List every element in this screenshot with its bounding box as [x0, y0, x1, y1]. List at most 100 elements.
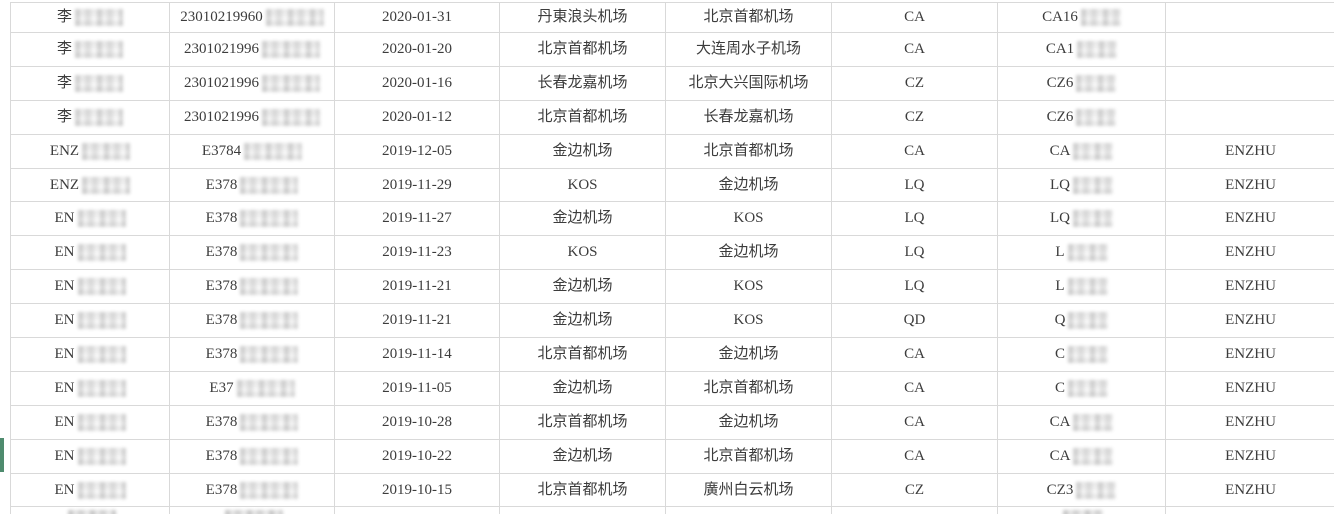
cell-id-number[interactable]: E378 — [170, 338, 335, 372]
cell-arrival-airport[interactable]: KOS — [666, 202, 832, 237]
cell-id-number[interactable]: E37 — [170, 371, 335, 406]
cell-departure-airport[interactable]: 金边机场 — [500, 202, 666, 237]
cell-passenger-name[interactable]: ENZ — [11, 168, 170, 203]
cell-passenger-name[interactable]: 李 — [11, 33, 170, 67]
cell-passenger-name[interactable]: EN — [11, 371, 170, 406]
cell-flight-number[interactable]: CA — [998, 134, 1166, 169]
cell-id-number[interactable]: E378 — [170, 439, 335, 474]
cell-arrival-airport[interactable] — [666, 507, 832, 514]
cell-passenger-name-en[interactable]: ENZHU — [1166, 371, 1334, 406]
cell-flight-date[interactable] — [335, 507, 500, 514]
cell-airline-code[interactable]: LQ — [832, 202, 998, 237]
cell-airline-code[interactable]: CA — [832, 338, 998, 372]
cell-id-number[interactable]: 2301021996 — [170, 33, 335, 67]
cell-departure-airport[interactable] — [500, 507, 666, 514]
cell-departure-airport[interactable]: 北京首都机场 — [500, 473, 666, 508]
cell-flight-number[interactable]: CA1 — [998, 33, 1166, 67]
cell-departure-airport[interactable]: 北京首都机场 — [500, 33, 666, 67]
cell-airline-code[interactable]: LQ — [832, 236, 998, 271]
cell-passenger-name[interactable] — [11, 507, 170, 514]
cell-passenger-name-en[interactable]: ENZHU — [1166, 439, 1334, 474]
cell-flight-number[interactable]: CA — [998, 439, 1166, 474]
cell-id-number[interactable]: E3784 — [170, 134, 335, 169]
cell-id-number[interactable]: E378 — [170, 270, 335, 305]
cell-flight-date[interactable]: 2019-10-15 — [335, 473, 500, 508]
cell-flight-date[interactable]: 2020-01-31 — [335, 3, 500, 33]
cell-arrival-airport[interactable]: KOS — [666, 304, 832, 339]
cell-flight-number[interactable]: C — [998, 371, 1166, 406]
cell-passenger-name[interactable]: 李 — [11, 100, 170, 135]
cell-flight-date[interactable]: 2019-11-27 — [335, 202, 500, 237]
cell-flight-date[interactable]: 2019-10-22 — [335, 439, 500, 474]
cell-departure-airport[interactable]: 北京首都机场 — [500, 405, 666, 440]
cell-flight-date[interactable]: 2020-01-20 — [335, 33, 500, 67]
cell-airline-code[interactable]: LQ — [832, 168, 998, 203]
cell-passenger-name[interactable]: 李 — [11, 66, 170, 101]
cell-arrival-airport[interactable]: KOS — [666, 270, 832, 305]
cell-passenger-name-en[interactable]: ENZHU — [1166, 338, 1334, 372]
cell-flight-date[interactable]: 2019-11-23 — [335, 236, 500, 271]
cell-departure-airport[interactable]: 金边机场 — [500, 439, 666, 474]
cell-airline-code[interactable]: QD — [832, 304, 998, 339]
cell-arrival-airport[interactable]: 北京首都机场 — [666, 3, 832, 33]
cell-passenger-name-en[interactable]: ENZHU — [1166, 168, 1334, 203]
cell-arrival-airport[interactable]: 北京首都机场 — [666, 371, 832, 406]
cell-id-number[interactable]: E378 — [170, 236, 335, 271]
cell-id-number[interactable]: E378 — [170, 473, 335, 508]
cell-flight-number[interactable]: CZ6 — [998, 66, 1166, 101]
cell-flight-number[interactable]: CA16 — [998, 3, 1166, 33]
cell-airline-code[interactable]: CZ — [832, 100, 998, 135]
cell-flight-number[interactable]: LQ — [998, 202, 1166, 237]
cell-flight-date[interactable]: 2019-11-14 — [335, 338, 500, 372]
cell-passenger-name-en[interactable] — [1166, 3, 1334, 33]
cell-arrival-airport[interactable]: 金边机场 — [666, 405, 832, 440]
cell-id-number[interactable]: E378 — [170, 202, 335, 237]
cell-arrival-airport[interactable]: 北京首都机场 — [666, 439, 832, 474]
cell-airline-code[interactable]: LQ — [832, 270, 998, 305]
cell-flight-date[interactable]: 2019-10-28 — [335, 405, 500, 440]
cell-flight-date[interactable]: 2020-01-16 — [335, 66, 500, 101]
cell-passenger-name[interactable]: EN — [11, 202, 170, 237]
cell-arrival-airport[interactable]: 金边机场 — [666, 338, 832, 372]
cell-flight-date[interactable]: 2019-11-21 — [335, 270, 500, 305]
cell-passenger-name[interactable]: EN — [11, 236, 170, 271]
cell-flight-number[interactable] — [998, 507, 1166, 514]
cell-flight-number[interactable]: LQ — [998, 168, 1166, 203]
cell-passenger-name-en[interactable] — [1166, 33, 1334, 67]
cell-passenger-name-en[interactable] — [1166, 507, 1334, 514]
cell-arrival-airport[interactable]: 金边机场 — [666, 236, 832, 271]
cell-passenger-name-en[interactable]: ENZHU — [1166, 304, 1334, 339]
cell-flight-number[interactable]: CA — [998, 405, 1166, 440]
cell-passenger-name[interactable]: EN — [11, 405, 170, 440]
cell-airline-code[interactable]: CZ — [832, 66, 998, 101]
cell-passenger-name[interactable]: EN — [11, 304, 170, 339]
cell-arrival-airport[interactable]: 长春龙嘉机场 — [666, 100, 832, 135]
cell-flight-number[interactable]: L — [998, 270, 1166, 305]
cell-departure-airport[interactable]: 金边机场 — [500, 134, 666, 169]
cell-flight-date[interactable]: 2019-11-21 — [335, 304, 500, 339]
cell-flight-number[interactable]: CZ6 — [998, 100, 1166, 135]
cell-id-number[interactable]: 2301021996 — [170, 66, 335, 101]
cell-passenger-name-en[interactable]: ENZHU — [1166, 473, 1334, 508]
cell-arrival-airport[interactable]: 北京大兴国际机场 — [666, 66, 832, 101]
cell-id-number[interactable]: 23010219960 — [170, 3, 335, 33]
cell-airline-code[interactable]: CA — [832, 134, 998, 169]
cell-id-number[interactable]: 2301021996 — [170, 100, 335, 135]
cell-arrival-airport[interactable]: 北京首都机场 — [666, 134, 832, 169]
cell-departure-airport[interactable]: 金边机场 — [500, 270, 666, 305]
cell-airline-code[interactable]: CA — [832, 439, 998, 474]
cell-arrival-airport[interactable]: 大连周水子机场 — [666, 33, 832, 67]
cell-passenger-name[interactable]: EN — [11, 270, 170, 305]
cell-flight-date[interactable]: 2020-01-12 — [335, 100, 500, 135]
cell-passenger-name-en[interactable] — [1166, 100, 1334, 135]
cell-airline-code[interactable] — [832, 507, 998, 514]
cell-flight-number[interactable]: L — [998, 236, 1166, 271]
cell-passenger-name-en[interactable]: ENZHU — [1166, 202, 1334, 237]
cell-passenger-name-en[interactable]: ENZHU — [1166, 405, 1334, 440]
cell-flight-number[interactable]: CZ3 — [998, 473, 1166, 508]
cell-arrival-airport[interactable]: 廣州白云机场 — [666, 473, 832, 508]
cell-flight-number[interactable]: C — [998, 338, 1166, 372]
cell-airline-code[interactable]: CZ — [832, 473, 998, 508]
cell-departure-airport[interactable]: 长春龙嘉机场 — [500, 66, 666, 101]
cell-id-number[interactable]: E378 — [170, 304, 335, 339]
